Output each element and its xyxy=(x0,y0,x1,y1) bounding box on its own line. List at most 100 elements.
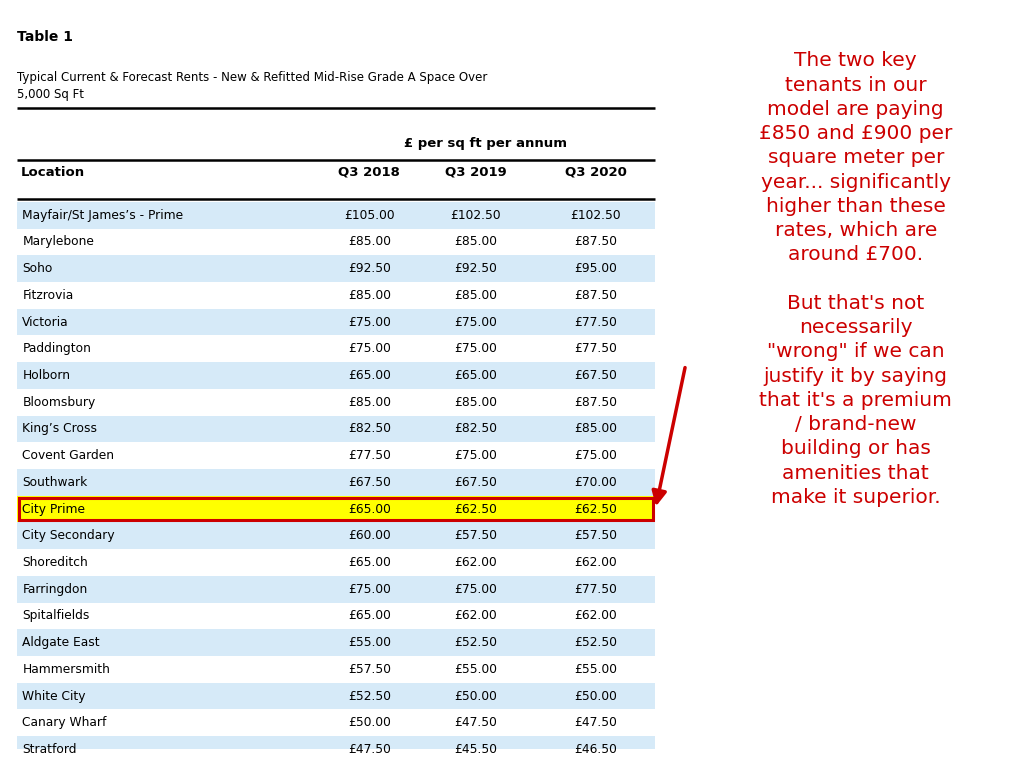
Text: £52.50: £52.50 xyxy=(455,636,497,649)
Text: Q3 2019: Q3 2019 xyxy=(445,166,506,179)
Text: £75.00: £75.00 xyxy=(348,583,391,596)
Text: £55.00: £55.00 xyxy=(574,663,617,676)
Text: King’s Cross: King’s Cross xyxy=(23,422,97,435)
Text: Table 1: Table 1 xyxy=(16,30,73,44)
Text: White City: White City xyxy=(23,690,86,702)
Bar xyxy=(16,362,656,389)
Text: £62.00: £62.00 xyxy=(455,609,497,622)
Text: £75.00: £75.00 xyxy=(348,316,391,329)
Bar xyxy=(16,549,656,576)
Text: £77.50: £77.50 xyxy=(574,316,617,329)
Text: £50.00: £50.00 xyxy=(455,690,497,702)
Text: City Secondary: City Secondary xyxy=(23,529,114,542)
Text: Farringdon: Farringdon xyxy=(23,583,88,596)
Text: £67.50: £67.50 xyxy=(574,369,617,382)
Text: Aldgate East: Aldgate East xyxy=(23,636,100,649)
Text: £92.50: £92.50 xyxy=(348,262,391,276)
Text: £55.00: £55.00 xyxy=(347,636,391,649)
Text: Q3 2018: Q3 2018 xyxy=(338,166,400,179)
Text: £82.50: £82.50 xyxy=(455,422,497,435)
Bar xyxy=(16,309,656,335)
Text: Shoreditch: Shoreditch xyxy=(23,556,88,569)
Text: £77.50: £77.50 xyxy=(574,583,617,596)
Text: £95.00: £95.00 xyxy=(574,262,617,276)
Text: £67.50: £67.50 xyxy=(348,476,391,489)
Text: £52.50: £52.50 xyxy=(347,690,391,702)
Text: £85.00: £85.00 xyxy=(347,235,391,248)
Text: Southwark: Southwark xyxy=(23,476,88,489)
Text: £57.50: £57.50 xyxy=(347,663,391,676)
Bar xyxy=(16,629,656,656)
Text: £85.00: £85.00 xyxy=(455,396,497,409)
Text: £52.50: £52.50 xyxy=(574,636,617,649)
Text: £65.00: £65.00 xyxy=(348,503,391,516)
Text: Spitalfields: Spitalfields xyxy=(23,609,90,622)
Text: £62.00: £62.00 xyxy=(574,609,617,622)
Text: £46.50: £46.50 xyxy=(574,743,617,756)
Bar xyxy=(16,709,656,736)
Text: £47.50: £47.50 xyxy=(348,743,391,756)
Text: £65.00: £65.00 xyxy=(348,369,391,382)
Text: £75.00: £75.00 xyxy=(455,342,497,355)
Text: £57.50: £57.50 xyxy=(455,529,497,542)
Bar xyxy=(16,522,656,549)
Bar xyxy=(16,496,656,522)
Text: Bloomsbury: Bloomsbury xyxy=(23,396,96,409)
Text: Canary Wharf: Canary Wharf xyxy=(23,716,106,729)
Bar xyxy=(16,736,656,757)
Text: Holborn: Holborn xyxy=(23,369,70,382)
Text: The two key
tenants in our
model are paying
£850 and £900 per
square meter per
y: The two key tenants in our model are pay… xyxy=(759,51,953,507)
Text: £75.00: £75.00 xyxy=(574,449,617,463)
Text: £102.50: £102.50 xyxy=(570,209,621,222)
Text: Paddington: Paddington xyxy=(23,342,91,355)
Text: £75.00: £75.00 xyxy=(348,342,391,355)
Text: £85.00: £85.00 xyxy=(574,422,617,435)
Text: £75.00: £75.00 xyxy=(455,583,497,596)
Text: £85.00: £85.00 xyxy=(347,289,391,302)
Text: £55.00: £55.00 xyxy=(455,663,497,676)
Text: £82.50: £82.50 xyxy=(347,422,391,435)
Text: £105.00: £105.00 xyxy=(344,209,395,222)
Text: Victoria: Victoria xyxy=(23,316,69,329)
Text: £60.00: £60.00 xyxy=(348,529,391,542)
Bar xyxy=(16,202,656,229)
Text: £65.00: £65.00 xyxy=(455,369,497,382)
Bar xyxy=(16,255,656,282)
Text: Location: Location xyxy=(21,166,85,179)
Text: £65.00: £65.00 xyxy=(348,609,391,622)
Text: Soho: Soho xyxy=(23,262,53,276)
Text: Stratford: Stratford xyxy=(23,743,76,756)
Text: £47.50: £47.50 xyxy=(574,716,617,729)
Text: £47.50: £47.50 xyxy=(455,716,497,729)
Bar xyxy=(16,335,656,362)
Text: £70.00: £70.00 xyxy=(574,476,617,489)
Text: £77.50: £77.50 xyxy=(574,342,617,355)
Bar xyxy=(16,683,656,709)
Bar xyxy=(16,282,656,309)
Text: City Prime: City Prime xyxy=(23,503,86,516)
Text: £45.50: £45.50 xyxy=(455,743,497,756)
Text: £67.50: £67.50 xyxy=(455,476,497,489)
Text: £57.50: £57.50 xyxy=(574,529,617,542)
Text: Fitzrovia: Fitzrovia xyxy=(23,289,73,302)
Text: Hammersmith: Hammersmith xyxy=(23,663,110,676)
Bar xyxy=(16,469,656,496)
Text: £65.00: £65.00 xyxy=(348,556,391,569)
Text: £ per sq ft per annum: £ per sq ft per annum xyxy=(404,138,567,151)
Text: £75.00: £75.00 xyxy=(455,449,497,463)
Bar xyxy=(16,416,656,442)
Text: £87.50: £87.50 xyxy=(574,396,617,409)
Text: £62.50: £62.50 xyxy=(574,503,617,516)
Bar xyxy=(19,498,654,520)
Bar xyxy=(16,656,656,683)
Bar xyxy=(16,603,656,629)
Text: Typical Current & Forecast Rents - New & Refitted Mid-Rise Grade A Space Over
5,: Typical Current & Forecast Rents - New &… xyxy=(16,70,488,101)
Text: Marylebone: Marylebone xyxy=(23,235,94,248)
Bar xyxy=(16,576,656,603)
Text: £87.50: £87.50 xyxy=(574,289,617,302)
Text: £62.00: £62.00 xyxy=(455,556,497,569)
Text: £87.50: £87.50 xyxy=(574,235,617,248)
Text: £85.00: £85.00 xyxy=(347,396,391,409)
Bar xyxy=(16,389,656,416)
Text: Covent Garden: Covent Garden xyxy=(23,449,114,463)
